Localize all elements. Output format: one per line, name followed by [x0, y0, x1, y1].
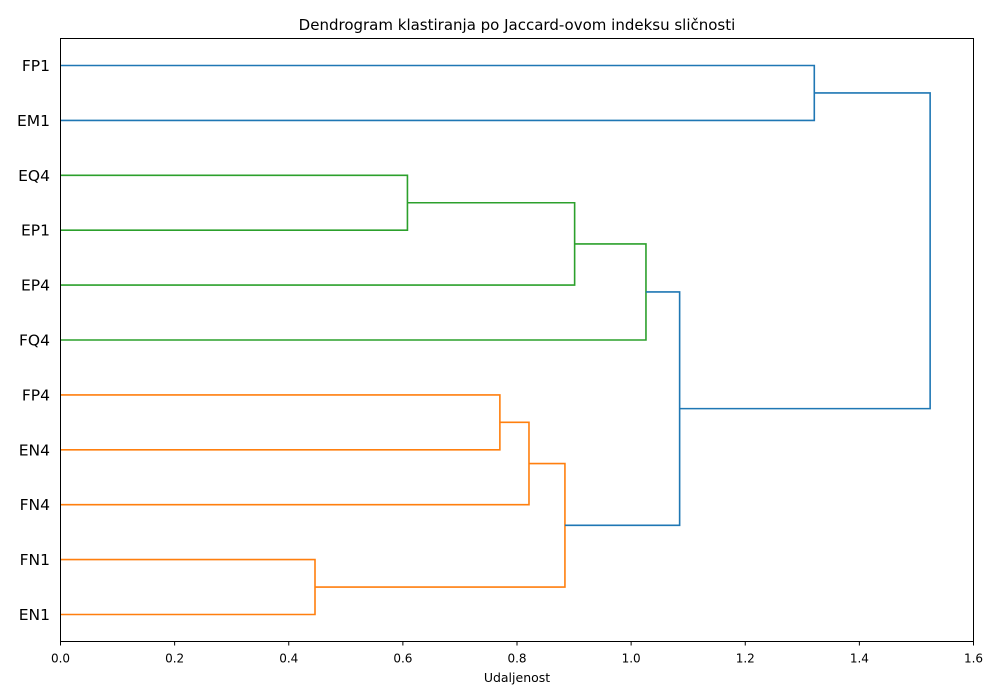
dendrogram-link: [679, 92, 931, 410]
leaf-label: EP4: [21, 277, 50, 295]
x-tick-label: 1.4: [850, 652, 869, 666]
x-axis-label: Udaljenost: [484, 670, 550, 685]
x-tick-label: 1.0: [622, 652, 641, 666]
dendrogram-link: [60, 394, 501, 451]
x-tick-label: 1.6: [964, 652, 983, 666]
x-tick-label: 1.2: [736, 652, 755, 666]
leaf-labels: FP1 EM1 EQ4 EP1 EP4 FQ4 FP4 EN4 FN4 FN1 EN1: [17, 57, 50, 624]
dendrogram-link: [60, 201, 576, 286]
leaf-label: EQ4: [18, 167, 50, 185]
leaf-label: FN4: [20, 496, 50, 514]
x-tick-label: 0.8: [507, 652, 526, 666]
dendrogram-link: [60, 243, 647, 341]
leaf-label: FN1: [20, 551, 50, 569]
x-tick-label: 0.4: [279, 652, 298, 666]
dendrogram-link: [60, 421, 530, 506]
x-tick-label: 0.6: [393, 652, 412, 666]
x-tick-label: 0.2: [165, 652, 184, 666]
dendrogram-link: [564, 291, 681, 527]
leaf-label: FP4: [22, 386, 50, 404]
leaf-label: EP1: [21, 222, 50, 240]
leaf-label: EM1: [17, 112, 50, 130]
chart-title: Dendrogram klastiranja po Jaccard-ovom i…: [299, 16, 736, 34]
leaf-label: EN1: [19, 606, 50, 624]
leaf-label: FQ4: [19, 332, 50, 350]
leaf-label: FP1: [22, 57, 50, 75]
leaf-label: EN4: [19, 441, 50, 459]
dendrogram-link: [60, 174, 409, 231]
x-tick-label: 0.0: [51, 652, 70, 666]
dendrogram-link: [60, 64, 816, 122]
dendrogram-link: [60, 558, 316, 616]
x-axis-ticks: 0.0 0.2 0.4 0.6 0.8 1.0 1.2 1.4 1.6: [51, 641, 983, 666]
dendrogram-links: [60, 64, 931, 616]
dendrogram-link: [314, 462, 566, 588]
